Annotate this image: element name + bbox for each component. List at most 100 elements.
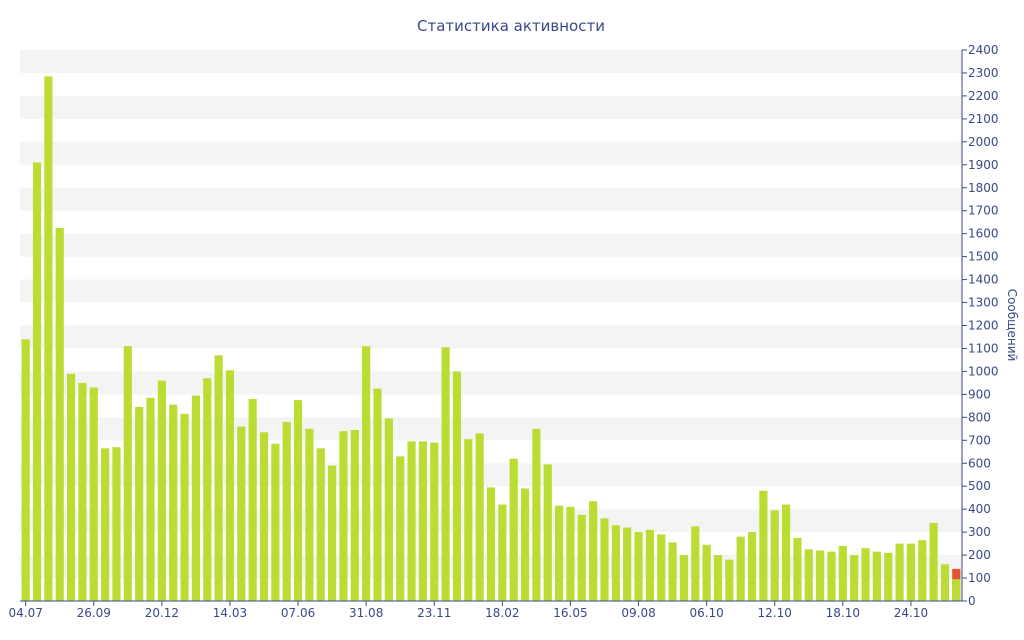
bar[interactable] [316,448,325,601]
y-tick-label: 1200 [968,319,999,333]
bar[interactable] [850,555,859,601]
bar[interactable] [770,510,779,601]
bar[interactable] [396,456,405,601]
bar[interactable] [373,388,382,601]
bar[interactable] [759,490,768,601]
bar[interactable] [407,441,416,601]
bar[interactable] [725,559,734,601]
bar[interactable] [906,543,916,601]
bar[interactable] [895,543,904,601]
y-tick-label: 400 [968,502,991,516]
bar[interactable] [452,371,462,601]
bar[interactable] [793,537,802,601]
bar[interactable] [78,382,87,601]
bar[interactable] [214,355,223,601]
bar[interactable] [691,526,700,601]
y-tick-label: 1800 [968,181,999,195]
bar[interactable] [464,439,473,601]
bar[interactable] [486,487,496,601]
bar[interactable] [782,504,791,601]
grid-band [20,187,962,211]
bar[interactable] [146,397,155,601]
bar[interactable] [101,448,110,601]
bar[interactable] [600,518,609,601]
bar[interactable] [225,370,235,601]
bar[interactable] [532,428,541,601]
x-tick-label: 20.12 [145,606,179,620]
bar[interactable] [350,429,359,601]
bar[interactable] [157,380,166,601]
bar[interactable] [816,550,825,601]
y-tick-label: 2200 [968,89,999,103]
bar[interactable] [577,514,586,601]
bar[interactable] [520,488,530,602]
x-tick-label: 16.05 [553,606,587,620]
bar[interactable] [418,441,427,601]
bar[interactable] [645,529,654,601]
bar[interactable] [884,552,893,601]
bar[interactable] [838,545,847,601]
bar[interactable] [180,413,189,601]
bar[interactable] [89,387,98,601]
bar[interactable] [940,564,950,601]
bar[interactable] [55,227,64,601]
bar[interactable] [362,346,371,601]
y-tick-label: 1000 [968,364,999,378]
x-tick-label: 07.06 [281,606,315,620]
bar[interactable] [339,431,348,601]
bar[interactable] [237,426,246,601]
bar[interactable] [271,443,280,601]
bar[interactable] [679,555,689,601]
bar[interactable] [169,404,178,601]
bar[interactable] [543,464,552,601]
bar[interactable] [702,544,711,601]
bar[interactable] [918,540,927,601]
bar[interactable] [282,421,291,601]
bar[interactable] [929,522,938,601]
bar[interactable] [747,532,757,602]
x-tick-label: 24.10 [894,606,928,620]
bar[interactable] [555,505,564,601]
bar[interactable] [123,346,132,601]
bar[interactable] [668,542,677,601]
bar[interactable] [112,447,121,601]
bar[interactable] [827,551,836,601]
bar[interactable] [430,442,439,601]
bar[interactable] [44,76,53,601]
bar[interactable] [305,428,314,601]
bar[interactable] [191,395,200,601]
bar[interactable] [498,504,507,601]
bar[interactable] [203,378,212,601]
bar[interactable] [713,555,723,601]
bar[interactable] [248,398,257,601]
bar[interactable] [21,339,30,601]
bar[interactable] [509,458,518,601]
grid-band [20,95,962,119]
bar[interactable] [384,418,393,601]
bar[interactable] [328,465,337,601]
bar[interactable] [441,347,450,601]
bar[interactable] [623,527,632,601]
y-tick-label: 700 [968,433,991,447]
bar[interactable] [736,536,745,601]
y-tick-label: 2000 [968,135,999,149]
bar[interactable] [475,433,484,601]
x-tick-label: 12.10 [758,606,792,620]
x-tick-label: 18.10 [826,606,860,620]
bar[interactable] [657,534,666,601]
bar[interactable] [861,548,870,601]
bar[interactable] [634,532,643,602]
bar[interactable] [872,551,881,601]
bar[interactable] [135,407,144,601]
bar[interactable] [611,525,620,601]
bar[interactable] [804,549,813,601]
bar[interactable] [589,501,598,601]
y-tick-label: 2400 [968,43,999,57]
y-tick-label: 600 [968,456,991,470]
bar[interactable] [259,432,269,601]
x-tick-label: 23.11 [417,606,451,620]
bar[interactable] [32,162,42,602]
bar[interactable] [293,400,303,601]
bar[interactable] [566,506,575,601]
bar[interactable] [66,373,76,601]
